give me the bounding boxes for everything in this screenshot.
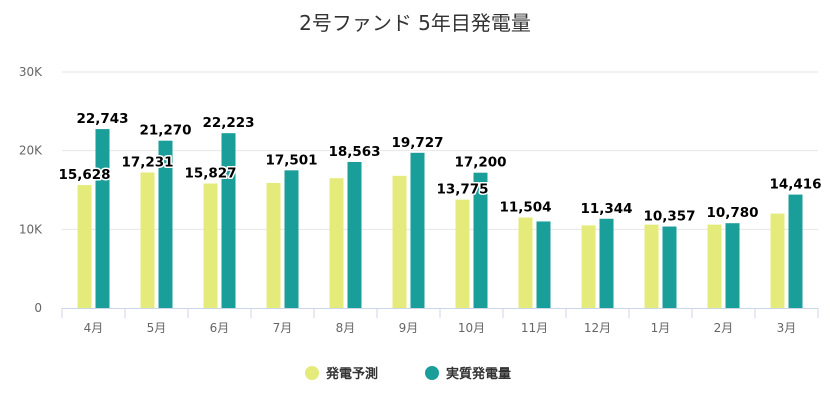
bar-forecast[interactable] <box>329 178 344 308</box>
data-label: 17,501 <box>265 152 317 168</box>
data-label: 10,780 <box>706 205 758 221</box>
x-tick-label: 9月 <box>399 321 419 335</box>
bar-actual[interactable] <box>221 133 236 308</box>
bar-actual[interactable] <box>284 170 299 308</box>
x-tick-label: 12月 <box>584 321 611 335</box>
x-tick-label: 2月 <box>714 321 734 335</box>
bar-forecast[interactable] <box>518 217 533 308</box>
chart-title: 2号ファンド 5年目発電量 <box>299 11 531 35</box>
bar-forecast[interactable] <box>203 183 218 308</box>
bar-actual[interactable] <box>662 226 677 308</box>
bar-forecast[interactable] <box>392 175 407 308</box>
data-label: 15,827 <box>184 165 236 181</box>
x-tick-label: 3月 <box>777 321 797 335</box>
legend-item-forecast[interactable]: 発電予測 <box>305 366 378 382</box>
bar-actual[interactable] <box>347 161 362 308</box>
bar-actual[interactable] <box>158 140 173 308</box>
bar-actual[interactable] <box>788 194 803 308</box>
bar-actual[interactable] <box>95 129 110 308</box>
bar-forecast[interactable] <box>707 224 722 308</box>
bar-forecast[interactable] <box>644 224 659 308</box>
data-labels-layer: 15,628 22,743 17,231 21,270 15,827 22,223 17,5… <box>57 110 823 226</box>
legend-label: 発電予測 <box>325 366 378 382</box>
x-tick-label: 1月 <box>651 321 671 335</box>
legend[interactable]: 発電予測 実質発電量 <box>305 366 511 382</box>
x-tick-label: 7月 <box>273 321 293 335</box>
y-tick-label: 20K <box>19 144 43 158</box>
bar-actual[interactable] <box>725 223 740 308</box>
bar-forecast[interactable] <box>77 185 92 308</box>
x-tick-label: 4月 <box>84 321 104 335</box>
bar-actual[interactable] <box>599 218 614 308</box>
data-label: 18,563 <box>328 144 380 160</box>
legend-label: 実質発電量 <box>446 366 511 382</box>
bar-actual[interactable] <box>473 172 488 308</box>
data-label: 17,231 <box>121 154 173 170</box>
x-tick-label: 10月 <box>458 321 485 335</box>
bar-forecast[interactable] <box>455 199 470 308</box>
data-label: 19,727 <box>391 135 443 151</box>
data-label: 17,200 <box>454 155 506 171</box>
data-label: 11,344 <box>580 201 632 217</box>
y-tick-label: 30K <box>19 65 43 79</box>
x-tick-label: 6月 <box>210 321 230 335</box>
data-label: 13,775 <box>436 182 488 198</box>
bar-forecast[interactable] <box>140 172 155 308</box>
bars-layer <box>77 129 803 308</box>
data-label: 10,357 <box>643 209 695 225</box>
legend-swatch <box>305 366 319 380</box>
bar-forecast[interactable] <box>266 182 281 308</box>
data-label: 14,416 <box>769 177 821 193</box>
x-tick-label: 8月 <box>336 321 356 335</box>
y-tick-label: 10K <box>19 222 43 236</box>
y-tick-label: 0 <box>34 301 42 315</box>
axis-layer: 0 10K 20K 30K 4月 5月 6月 7月 8月 9月 10月 11月 12月 1月 2月 3月 <box>19 65 819 335</box>
legend-swatch <box>425 366 439 380</box>
x-tick-label: 11月 <box>521 321 548 335</box>
bar-actual[interactable] <box>536 221 551 308</box>
data-label: 11,504 <box>499 200 551 216</box>
data-label: 21,270 <box>139 123 191 139</box>
bar-forecast[interactable] <box>581 225 596 308</box>
bar-actual[interactable] <box>410 152 425 308</box>
data-label: 15,628 <box>58 167 110 183</box>
grid-layer <box>62 71 818 230</box>
bar-forecast[interactable] <box>770 213 785 308</box>
legend-item-actual[interactable]: 実質発電量 <box>425 366 511 382</box>
data-label: 22,743 <box>76 111 128 127</box>
x-tick-label: 5月 <box>147 321 167 335</box>
data-label: 22,223 <box>202 115 254 131</box>
